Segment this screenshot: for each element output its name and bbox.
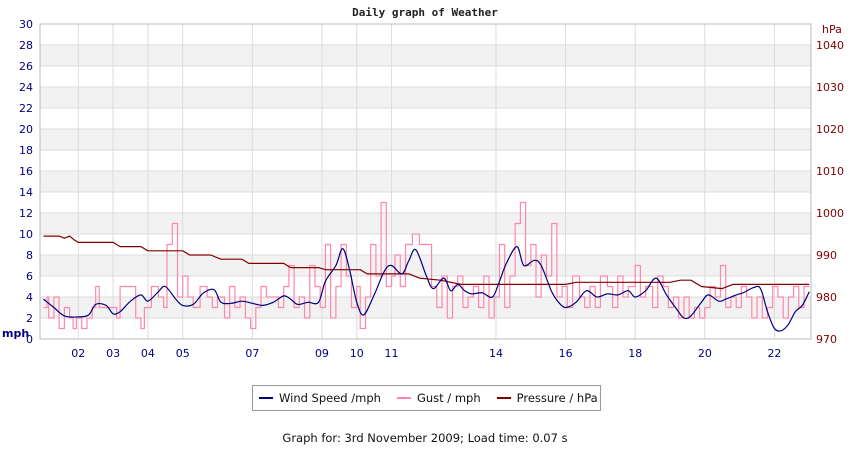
- right-axis-tick-label: 1010: [816, 165, 844, 178]
- left-axis-unit-label: mph: [2, 327, 29, 340]
- legend-swatch-gust: [396, 397, 411, 399]
- x-axis-tick-label: 05: [176, 347, 190, 360]
- x-axis-ticks: 02 03 04 05 07 09 10 11 14 16 18 20 22: [71, 347, 781, 360]
- right-axis-tick-label: 1020: [816, 123, 844, 136]
- chart-title: Daily graph of Weather: [352, 6, 498, 19]
- left-axis-tick-label: 24: [19, 81, 33, 94]
- x-axis-tick-label: 04: [141, 347, 155, 360]
- x-axis-tick-label: 18: [628, 347, 642, 360]
- legend-swatch-pressure: [496, 397, 511, 399]
- right-axis-unit-label: hPa: [822, 23, 842, 36]
- legend-swatch-wind-speed: [259, 397, 273, 399]
- left-axis-tick-label: 2: [26, 312, 33, 325]
- x-axis-tick-label: 22: [767, 347, 781, 360]
- left-axis-tick-label: 14: [19, 186, 33, 199]
- series-line-wind: [43, 246, 810, 332]
- left-axis-tick-label: 26: [19, 60, 33, 73]
- series-line-pressure: [43, 235, 810, 290]
- series-lines: [43, 201, 810, 332]
- left-axis-tick-label: 28: [19, 39, 33, 52]
- plot-background-bands: [40, 45, 811, 318]
- grid-band: [40, 45, 811, 66]
- x-axis-tick-label: 07: [245, 347, 259, 360]
- left-axis-tick-label: 30: [19, 18, 33, 31]
- left-axis-tick-label: 12: [19, 207, 33, 220]
- grid-band: [40, 171, 811, 192]
- x-axis-tick-label: 11: [385, 347, 399, 360]
- x-axis-tick-label: 02: [71, 347, 85, 360]
- left-axis-tick-label: 6: [26, 270, 33, 283]
- left-axis-tick-label: 16: [19, 165, 33, 178]
- right-axis-tick-label: 970: [816, 333, 837, 346]
- grid-band: [40, 213, 811, 234]
- legend-label-wind-speed: Wind Speed /mph: [279, 391, 381, 405]
- left-axis-tick-label: 20: [19, 123, 33, 136]
- right-axis-ticks: 970 980 990 1000 1010 1020 1030 1040: [816, 39, 844, 346]
- right-axis-tick-label: 1040: [816, 39, 844, 52]
- plot-frame: [39, 23, 812, 340]
- legend-item-wind-speed: Wind Speed /mph: [259, 391, 381, 405]
- x-axis-tick-label: 03: [106, 347, 120, 360]
- x-axis-tick-label: 16: [559, 347, 573, 360]
- left-axis-tick-label: 4: [26, 291, 33, 304]
- right-axis-tick-label: 1030: [816, 81, 844, 94]
- x-axis-tick-label: 20: [698, 347, 712, 360]
- legend-label-gust: Gust / mph: [416, 391, 481, 405]
- x-axis-tick-label: 10: [350, 347, 364, 360]
- series-line-gust: [43, 201, 810, 330]
- left-axis-tick-label: 22: [19, 102, 33, 115]
- right-axis-tick-label: 980: [816, 291, 837, 304]
- left-axis-tick-label: 8: [26, 249, 33, 262]
- grid-band: [40, 129, 811, 150]
- x-axis-tick-label: 09: [315, 347, 329, 360]
- legend-item-pressure: Pressure / hPa: [496, 391, 598, 405]
- x-axis-tick-label: 14: [489, 347, 503, 360]
- right-axis-tick-label: 990: [816, 249, 837, 262]
- right-axis-tick-label: 1000: [816, 207, 844, 220]
- legend-item-gust: Gust / mph: [396, 391, 481, 405]
- grid-band: [40, 255, 811, 276]
- legend-label-pressure: Pressure / hPa: [516, 391, 598, 405]
- left-axis-tick-label: 18: [19, 144, 33, 157]
- grid-band: [40, 87, 811, 108]
- graph-footer: Graph for: 3rd November 2009; Load time:…: [282, 431, 568, 445]
- chart-legend: Wind Speed /mph Gust / mph Pressure / hP…: [252, 385, 601, 411]
- left-axis-tick-label: 10: [19, 228, 33, 241]
- left-axis-tick-label: 0: [26, 333, 33, 346]
